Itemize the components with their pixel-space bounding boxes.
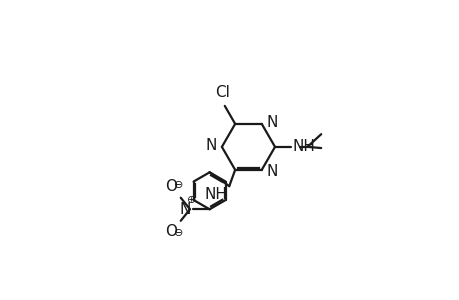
Text: NH: NH	[204, 187, 226, 202]
Text: ⊕: ⊕	[186, 195, 196, 205]
Text: O: O	[164, 224, 176, 239]
Text: N: N	[266, 115, 278, 130]
Text: N: N	[179, 202, 190, 217]
Text: NH: NH	[292, 140, 314, 154]
Text: N: N	[266, 164, 278, 178]
Text: ⊖: ⊖	[174, 180, 183, 190]
Text: Cl: Cl	[214, 85, 230, 100]
Text: O: O	[164, 179, 176, 194]
Text: ⊖: ⊖	[174, 228, 183, 239]
Text: N: N	[205, 137, 216, 152]
